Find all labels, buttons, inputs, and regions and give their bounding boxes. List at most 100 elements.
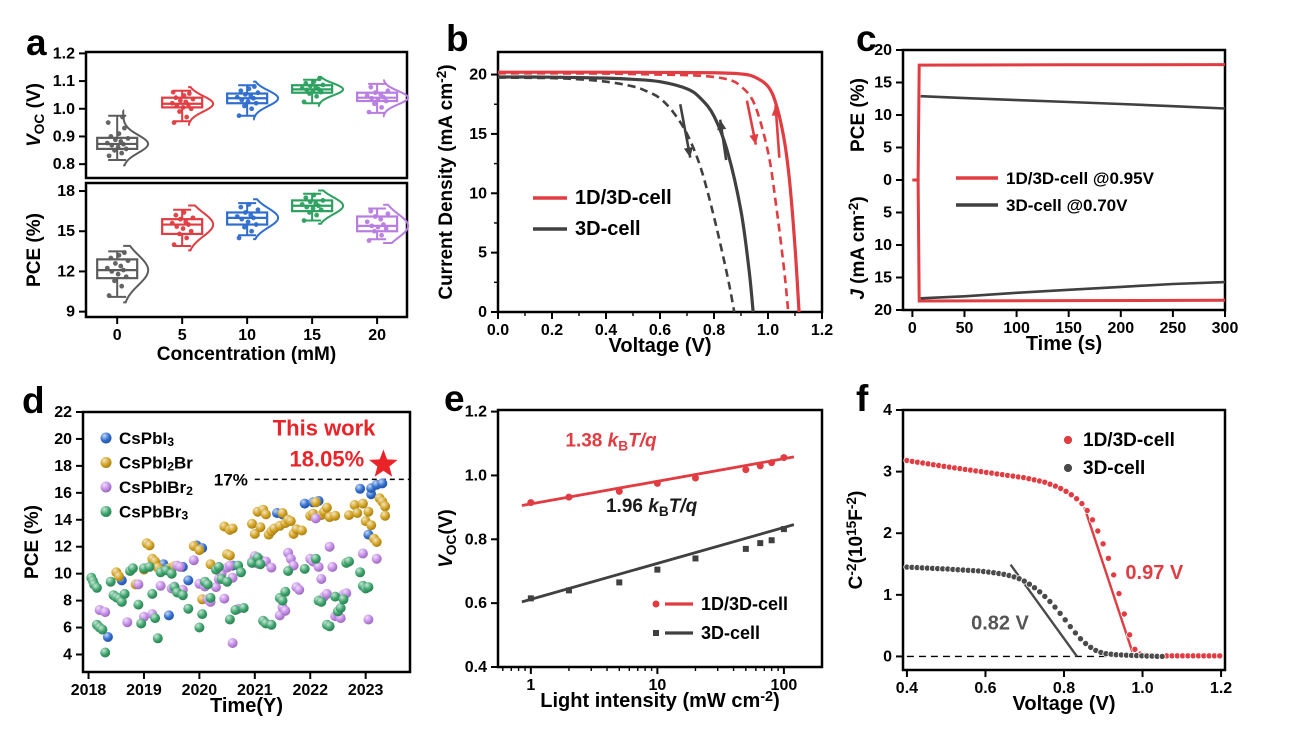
- x-tick-label: 1: [526, 677, 535, 694]
- y-tick-label: 20: [874, 302, 892, 319]
- built-in-voltage-label: 0.97 V: [1125, 562, 1183, 584]
- legend-label: CsPbI2Br: [119, 453, 193, 474]
- violin: [318, 189, 345, 225]
- panel-a-letter: a: [26, 22, 47, 63]
- panel-a-boxplot-chart: 0.8 0.9 1.0 1.1 1.2 VOC (V) 9 12 15 18 PCE (%) 0 5 10…: [24, 45, 410, 365]
- fit-line: [521, 523, 795, 604]
- x-tick-label: 1.0: [1131, 680, 1153, 697]
- y-tick-label: 4: [883, 402, 892, 419]
- y-axis-label: C-2(1015F-2): [844, 491, 867, 590]
- legend-label: 1D/3D-cell @0.95V: [1006, 169, 1155, 188]
- violin: [187, 86, 215, 126]
- y-tick-label: 12: [57, 263, 75, 280]
- violin: [382, 79, 409, 118]
- y-tick-label: 1.2: [465, 403, 487, 420]
- x-tick-label: 100: [771, 677, 798, 694]
- y-axis-label-pce: PCE (%): [848, 78, 869, 152]
- violin: [252, 80, 280, 121]
- slope-label: 1.38 kBT/q: [565, 431, 657, 454]
- y-tick-label: 4: [63, 646, 72, 663]
- legend-label: CsPbI3: [119, 429, 174, 450]
- y-tick-label: 18: [57, 183, 75, 200]
- fit-line: [1083, 506, 1136, 657]
- panel-d-letter: d: [22, 380, 45, 421]
- violin: [317, 75, 345, 108]
- x-tick-label: 200: [1107, 320, 1134, 337]
- x-axis-label: Concentration (mM): [157, 344, 336, 365]
- y-tick-label: 14: [54, 511, 72, 528]
- panel-b-letter: b: [446, 18, 469, 59]
- panel-f-mott-schottky-chart: 0.4 0.6 0.8 1.0 1.2 0 1 2 3 4 Voltage (V) C-2(1015F…: [844, 402, 1232, 716]
- y-axis-label: PCE (%): [22, 505, 43, 579]
- x-tick-label: 0.2: [541, 322, 563, 339]
- y-axis-label: PCE (%): [24, 213, 45, 287]
- y-tick-label: 5: [883, 204, 892, 221]
- x-tick-label: 0.6: [649, 322, 671, 339]
- x-tick-label: 10: [238, 327, 256, 344]
- y-tick-label: 10: [874, 107, 892, 124]
- record-pce-label: 18.05%: [290, 447, 365, 472]
- violin: [253, 198, 280, 241]
- x-tick-label: 2021: [237, 682, 273, 699]
- x-tick-label: 2023: [348, 682, 384, 699]
- x-tick-label: 0.4: [896, 680, 918, 697]
- this-work-label: This work: [273, 416, 376, 441]
- x-axis-label: Voltage (V): [1013, 693, 1116, 715]
- y-tick-label: 16: [54, 484, 72, 501]
- x-tick-label: 1.2: [811, 322, 833, 339]
- y-tick-label: 20: [469, 66, 487, 83]
- y-tick-label: 1.2: [53, 45, 75, 62]
- violin: [123, 244, 150, 304]
- slope-label: 1.96 kBT/q: [606, 496, 698, 519]
- x-tick-label: 0.6: [974, 680, 996, 697]
- legend-label: 1D/3D-cell: [575, 187, 672, 209]
- legend-label: 3D-cell @0.70V: [1006, 196, 1128, 215]
- y-tick-label: 2: [883, 525, 892, 542]
- x-axis-label: Light intensity (mW cm-2): [540, 689, 779, 712]
- y-tick-label: 22: [54, 404, 72, 421]
- legend-label: CsPbIBr2: [119, 478, 193, 499]
- x-tick-label: 100: [1003, 320, 1030, 337]
- y-tick-label: 15: [874, 74, 892, 91]
- x-axis-label: Time (s): [1026, 333, 1102, 355]
- x-tick-label: 250: [1160, 320, 1187, 337]
- jv-curve: [497, 72, 790, 313]
- y-tick-label: 20: [54, 430, 72, 447]
- x-tick-label: 1.2: [1210, 680, 1232, 697]
- x-axis-label: Voltage (V): [609, 335, 712, 357]
- y-tick-label: 8: [63, 592, 72, 609]
- y-tick-label: 1.0: [465, 467, 487, 484]
- x-tick-label: 1.0: [757, 322, 779, 339]
- y-tick-label: 15: [469, 125, 487, 142]
- x-tick-label: 0.0: [487, 322, 509, 339]
- x-tick-label: 150: [1055, 320, 1082, 337]
- y-tick-label: 0: [883, 648, 892, 665]
- x-tick-label: 0.4: [595, 322, 617, 339]
- stability-curve: [920, 94, 1226, 110]
- jv-curve: [497, 70, 801, 313]
- y-tick-label: 3: [883, 463, 892, 480]
- star-icon: [369, 449, 398, 477]
- x-tick-label: 2020: [182, 682, 218, 699]
- y-tick-label: 9: [66, 303, 75, 320]
- y-tick-label: 18: [54, 457, 72, 474]
- x-tick-label: 5: [178, 327, 187, 344]
- y-tick-label: 10: [874, 237, 892, 254]
- x-tick-label: 50: [956, 320, 974, 337]
- violin: [383, 203, 410, 244]
- x-tick-label: 20: [368, 327, 386, 344]
- jv-curve: [497, 75, 755, 313]
- x-tick-label: 0.8: [703, 322, 725, 339]
- panel-d-literature-scatter-chart: 2018 2019 2020 2021 2022 20234681012141618202…: [22, 404, 412, 717]
- legend-label: 3D-cell: [701, 623, 760, 643]
- y-tick-label: 15: [57, 223, 75, 240]
- legend-label: 3D-cell: [575, 218, 641, 240]
- panel-e-letter: e: [444, 378, 465, 419]
- violin: [188, 204, 215, 252]
- y-tick-label: 0: [883, 172, 892, 189]
- y-tick-label: 0.9: [53, 128, 75, 145]
- x-tick-label: 0.8: [1053, 680, 1075, 697]
- y-tick-label: 12: [54, 538, 72, 555]
